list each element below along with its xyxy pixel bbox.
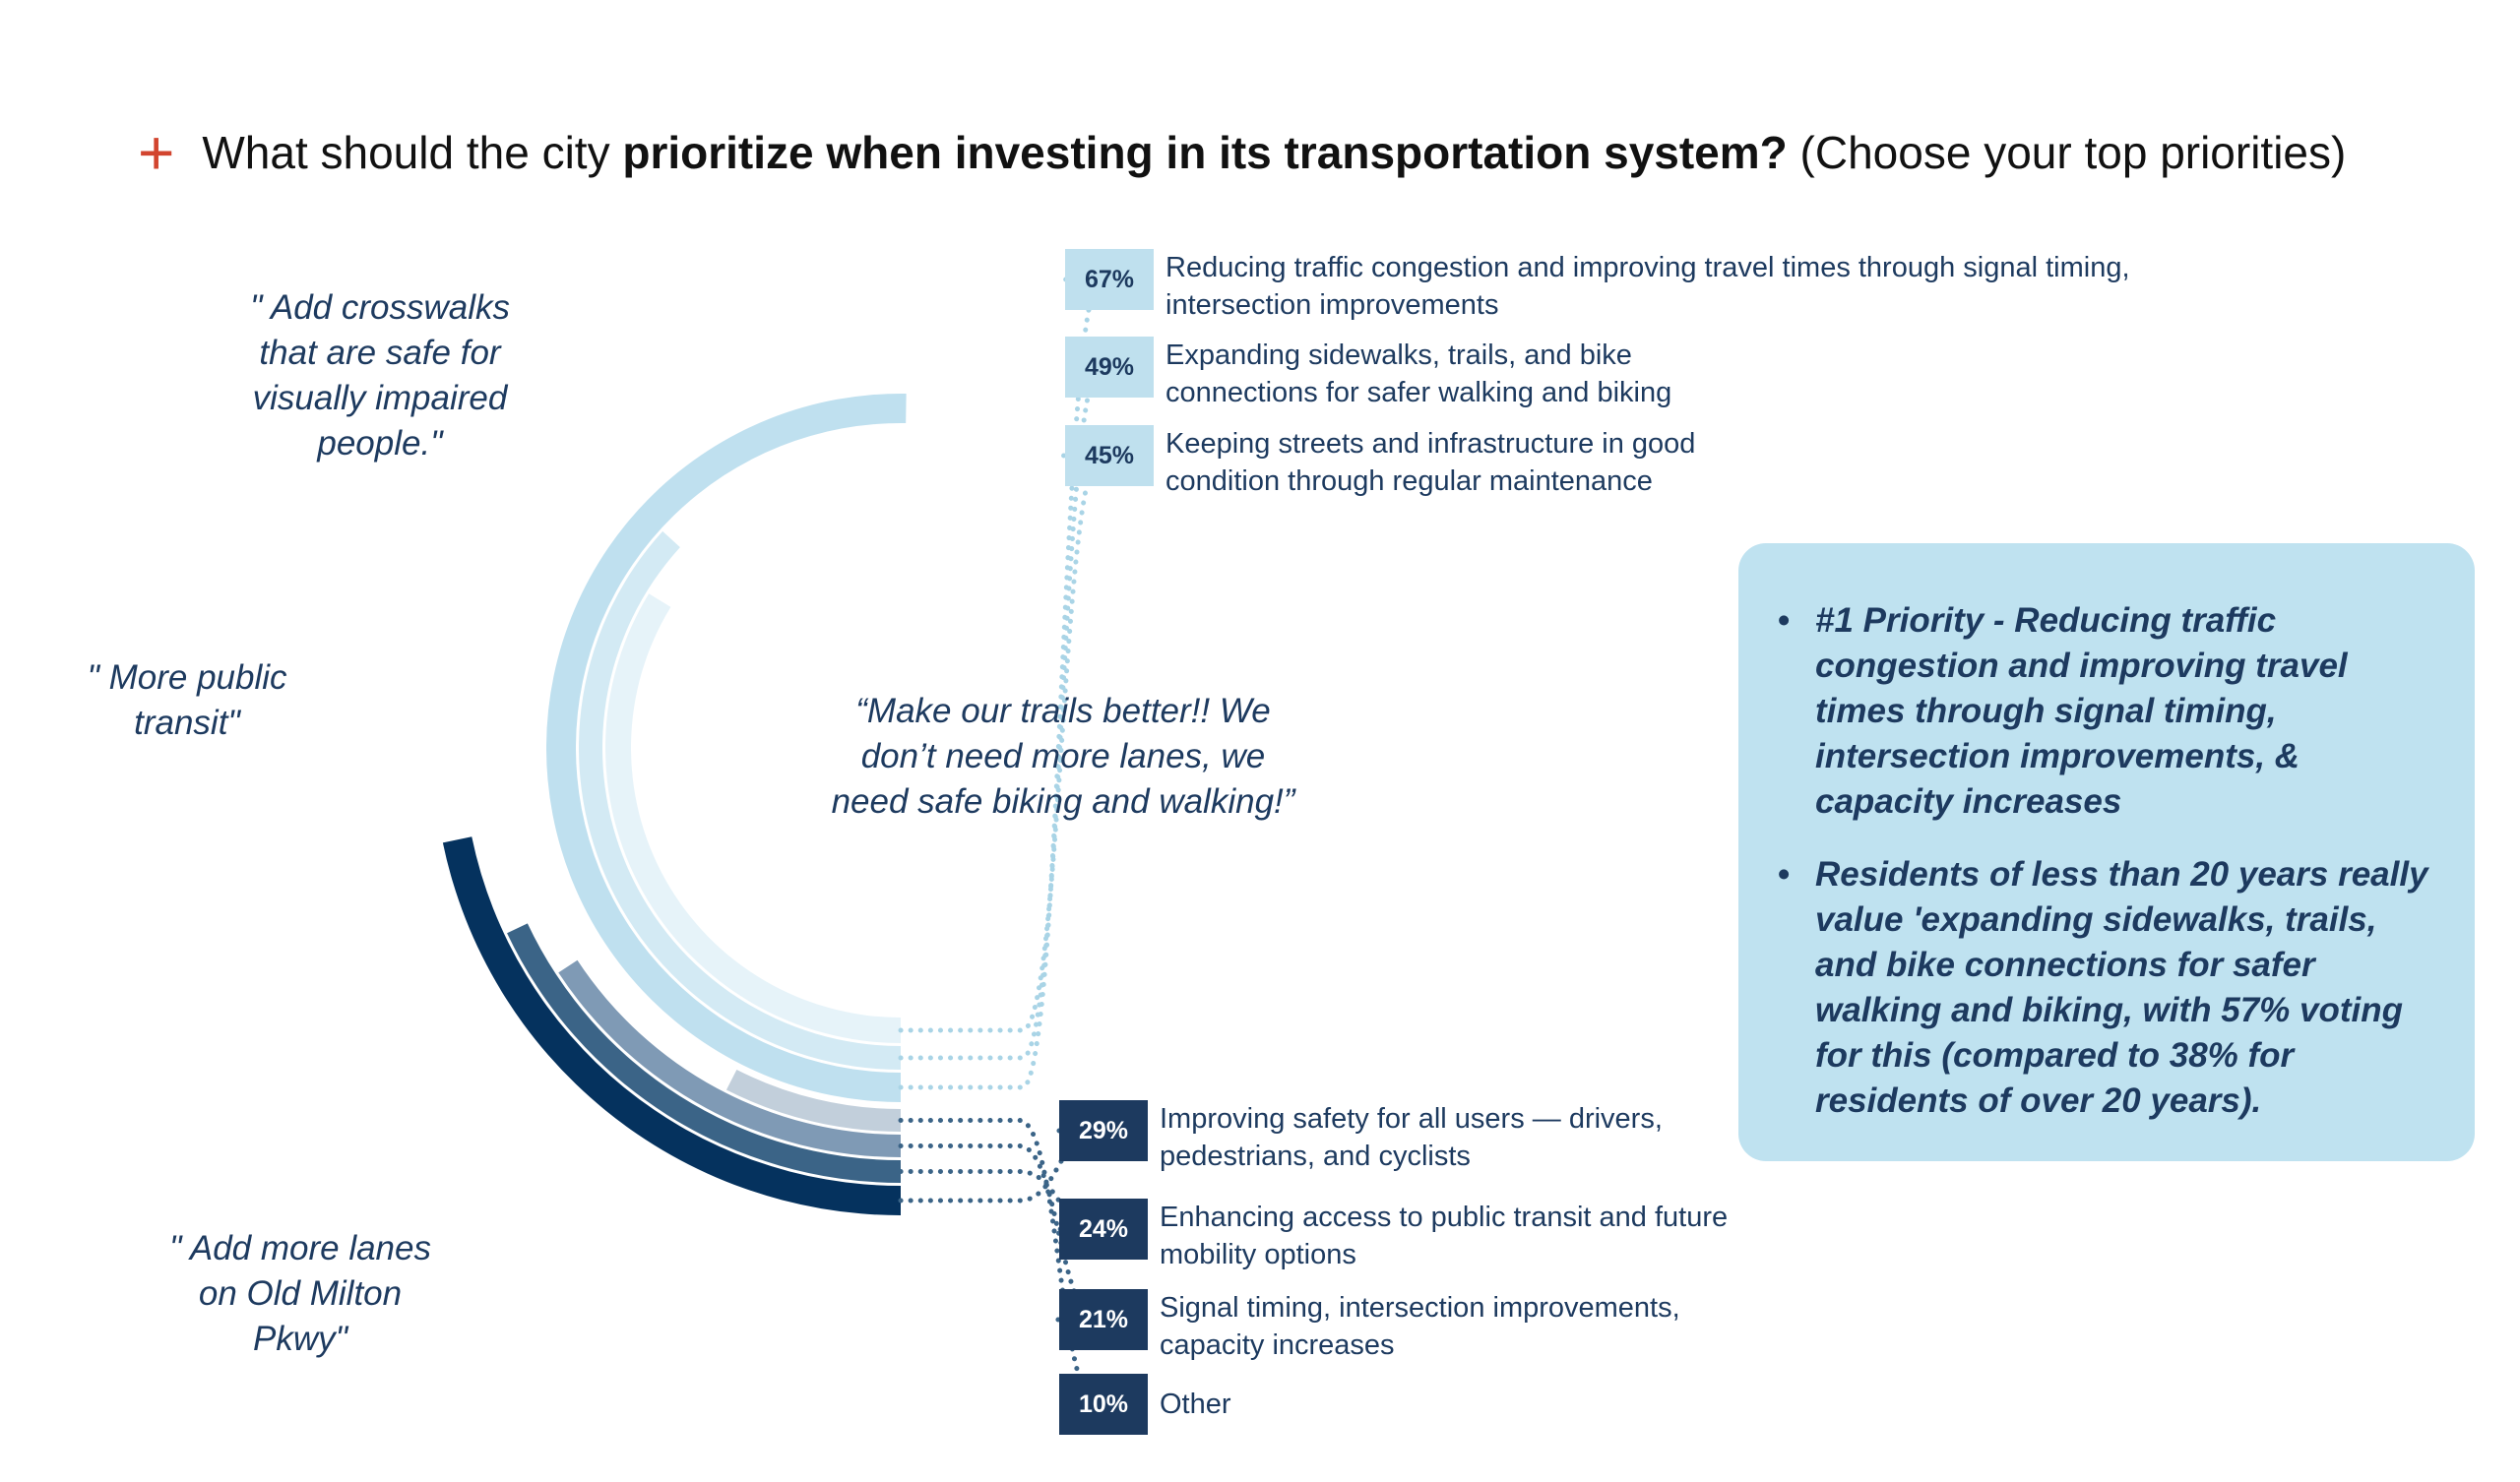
summary-callout: #1 Priority - Reducing traffic congestio… — [1738, 543, 2475, 1161]
bar-arc-2 — [579, 530, 901, 1070]
callout-bullet: Residents of less than 20 years really v… — [1778, 852, 2435, 1124]
legend-label: Other — [1160, 1389, 1231, 1420]
title-row: + What should the city prioritize when i… — [138, 118, 2346, 187]
legend-item-2: 49% Expanding sidewalks, trails, and bik… — [1065, 337, 1776, 411]
plus-icon: + — [138, 117, 175, 188]
legend-item-4: 29% Improving safety for all users — dri… — [1059, 1100, 1740, 1175]
title-bold: prioritize when investing in its transpo… — [622, 127, 1788, 178]
title-suffix: (Choose your top priorities) — [1787, 127, 2347, 178]
legend-item-1: 67% Reducing traffic congestion and impr… — [1065, 249, 2150, 324]
pct-badge: 21% — [1059, 1289, 1148, 1350]
pct-badge: 45% — [1065, 425, 1154, 486]
legend-label: Enhancing access to public transit and f… — [1160, 1202, 1729, 1270]
bar-arc-3 — [604, 593, 901, 1043]
bar-arc-5 — [507, 923, 901, 1183]
legend-label: Keeping streets and infrastructure in go… — [1166, 428, 1696, 497]
callout-bullet: #1 Priority - Reducing traffic congestio… — [1778, 598, 2435, 825]
quote-trails: “Make our trails better!! We don’t need … — [831, 692, 1295, 821]
legend-label: Improving safety for all users — drivers… — [1160, 1103, 1663, 1172]
quote-lanes: " Add more lanes on Old Milton Pkwy" — [169, 1229, 431, 1358]
legend-item-3: 45% Keeping streets and infrastructure i… — [1065, 425, 1776, 500]
quote-crosswalks: " Add crosswalks that are safe for visua… — [250, 288, 510, 463]
pct-badge: 24% — [1059, 1199, 1148, 1260]
legend-item-7: 10% Other — [1059, 1374, 2144, 1435]
legend-item-5: 24% Enhancing access to public transit a… — [1059, 1199, 1809, 1273]
legend-label: Reducing traffic congestion and improvin… — [1166, 252, 2130, 321]
leader-line-1 — [898, 277, 1102, 1090]
page-title: What should the city prioritize when inv… — [202, 126, 2346, 179]
pct-badge: 67% — [1065, 249, 1154, 310]
title-prefix: What should the city — [202, 127, 623, 178]
legend-label: Expanding sidewalks, trails, and bike co… — [1166, 340, 1672, 408]
pct-badge: 10% — [1059, 1374, 1148, 1435]
callout-list: #1 Priority - Reducing traffic congestio… — [1738, 543, 2475, 1124]
pct-badge: 29% — [1059, 1100, 1148, 1161]
bar-arc-4 — [442, 836, 901, 1215]
quote-transit: " More public transit" — [87, 658, 287, 742]
leader-line-3 — [898, 453, 1102, 1033]
legend-item-6: 21% Signal timing, intersection improvem… — [1059, 1289, 1760, 1364]
pct-badge: 49% — [1065, 337, 1154, 398]
bar-arc-6 — [558, 959, 901, 1157]
bar-arc-7 — [725, 1069, 901, 1132]
legend-label: Signal timing, intersection improvements… — [1160, 1292, 1680, 1361]
